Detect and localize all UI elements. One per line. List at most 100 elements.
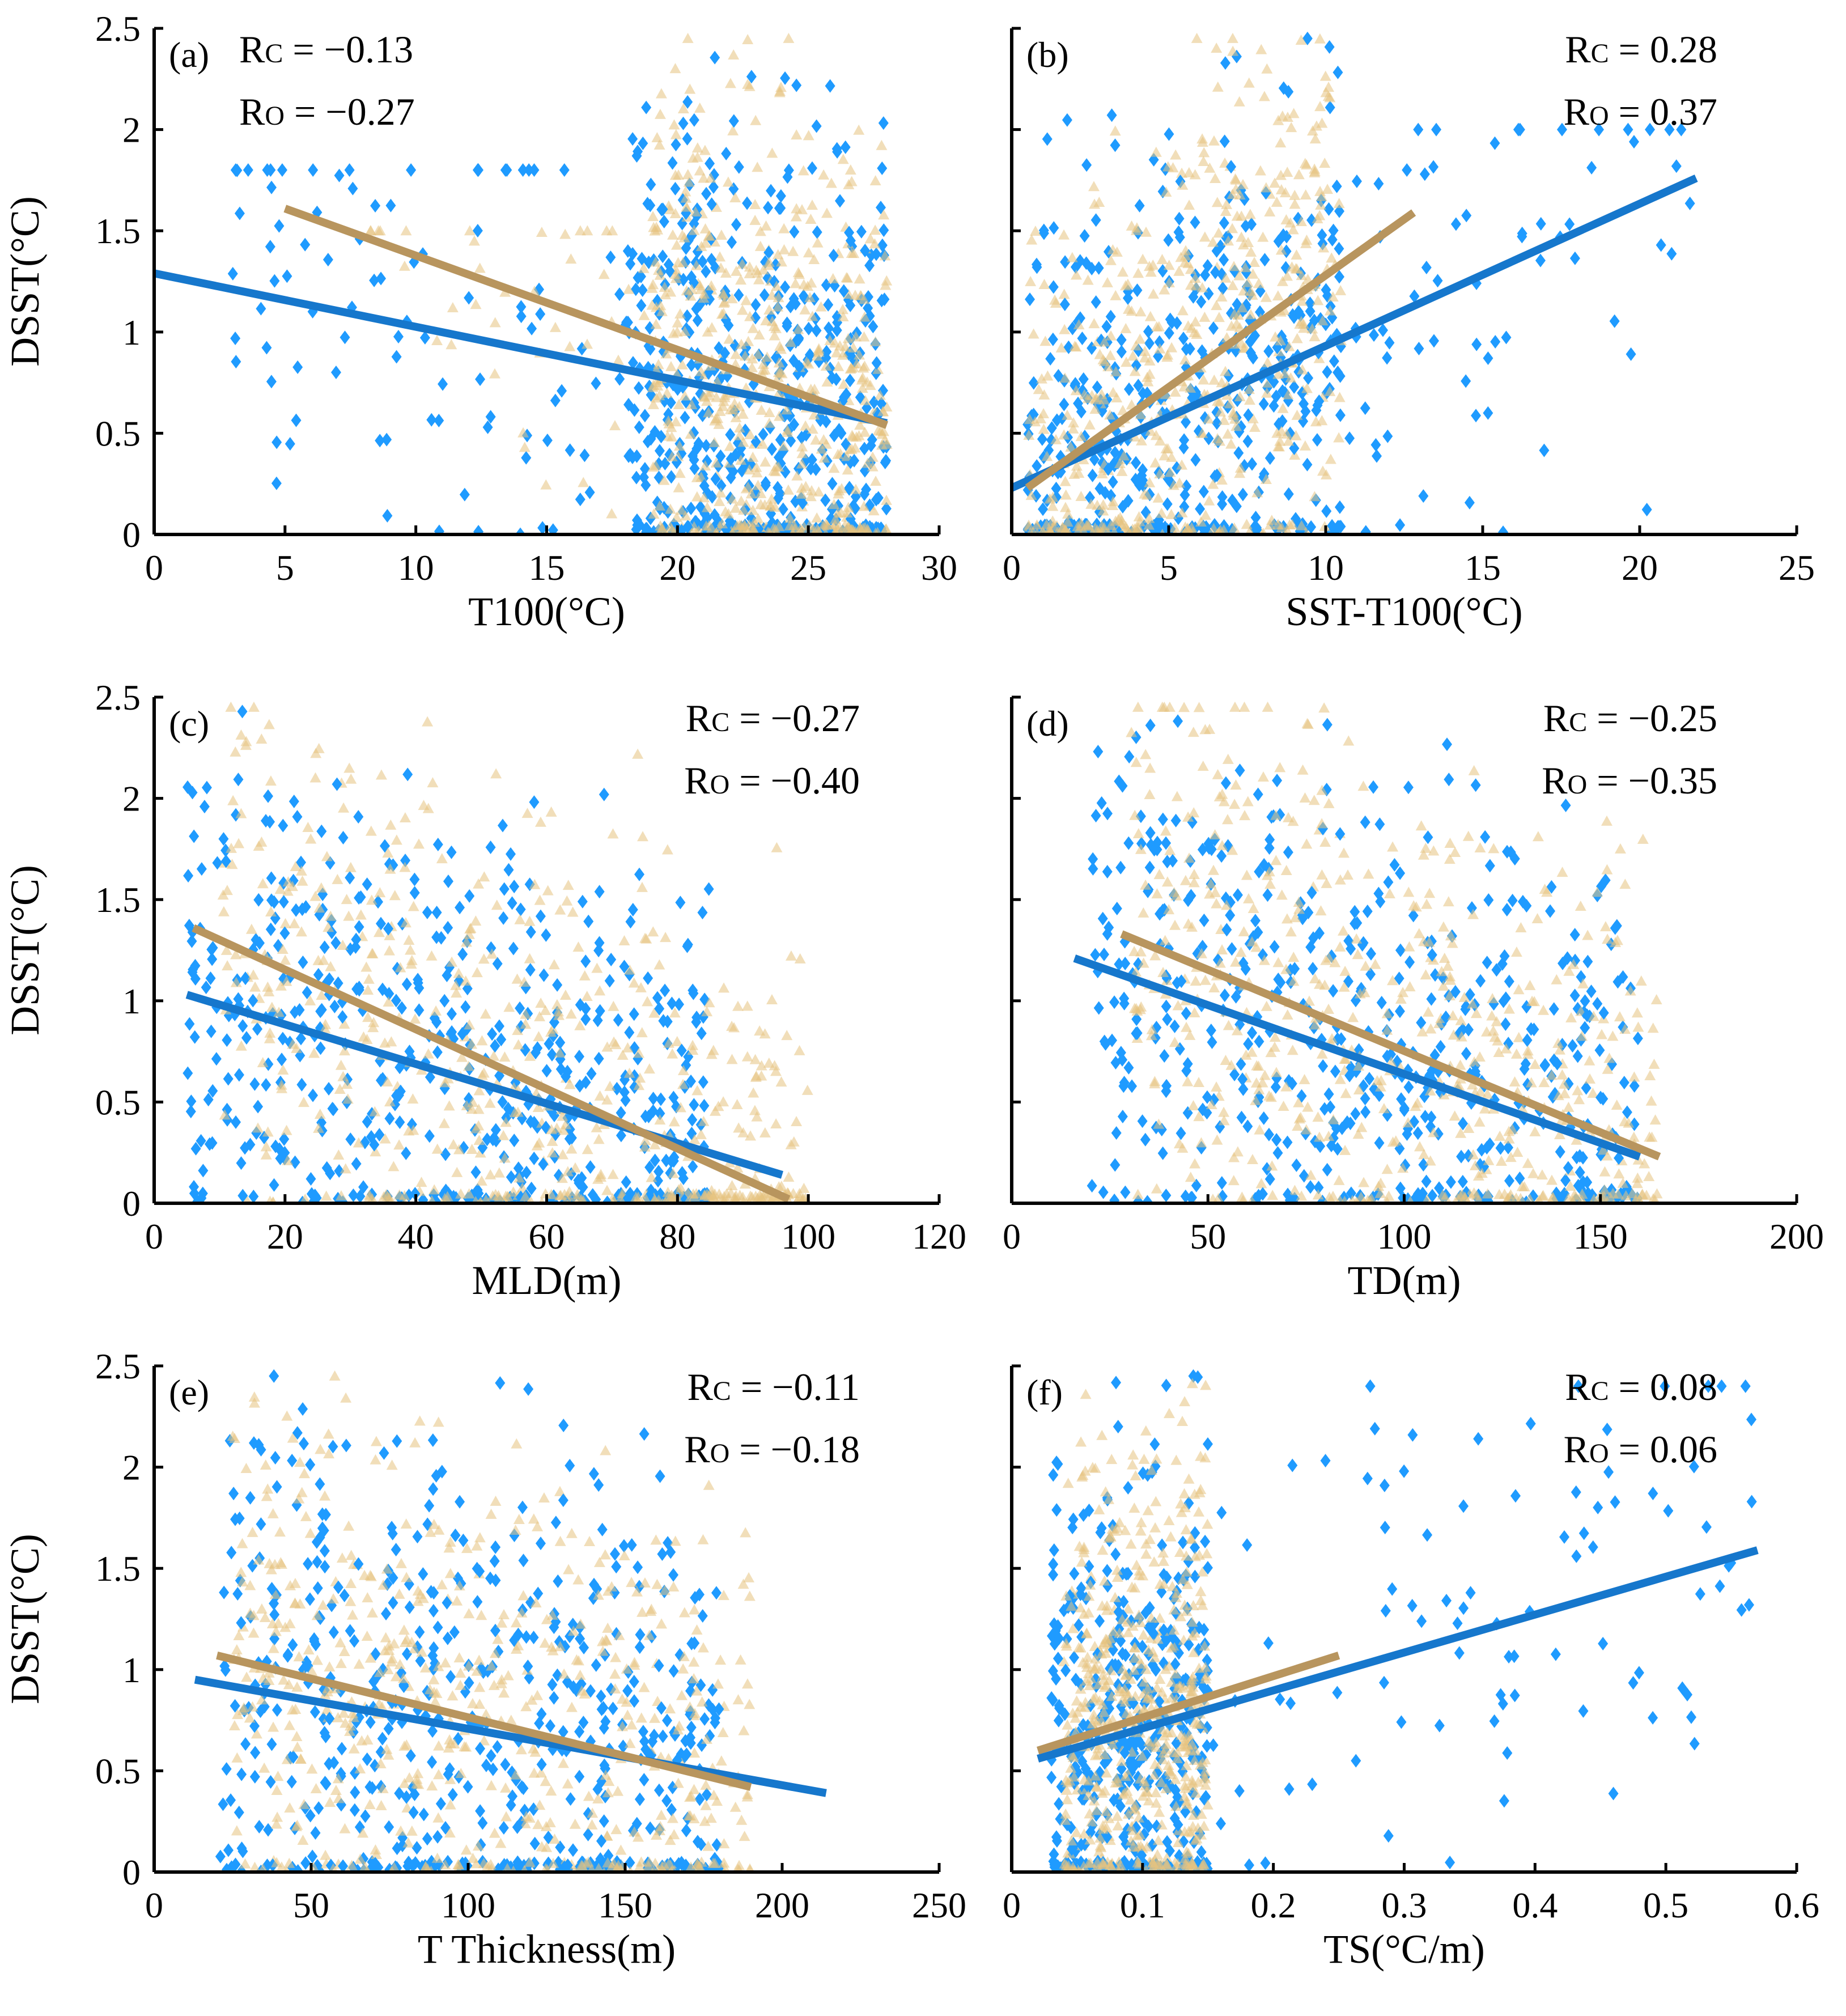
observed-point — [1309, 163, 1321, 174]
observed-point — [1225, 320, 1237, 331]
x-tick-label: 60 — [529, 1216, 565, 1257]
observed-point — [1559, 1088, 1571, 1098]
computed-point — [1157, 812, 1168, 826]
computed-point — [1503, 1140, 1513, 1155]
computed-point — [1252, 1190, 1263, 1203]
observed-point — [385, 819, 397, 830]
observed-point — [655, 88, 667, 99]
observed-point — [1258, 954, 1270, 965]
observed-point — [257, 1057, 269, 1068]
observed-point — [1509, 1076, 1521, 1086]
observed-point — [1272, 957, 1284, 967]
observed-point — [740, 295, 752, 305]
computed-point — [760, 478, 771, 493]
observed-point — [1059, 476, 1071, 486]
observed-point — [1158, 284, 1170, 295]
observed-point — [1150, 146, 1162, 157]
observed-point — [1187, 1100, 1199, 1111]
computed-point — [529, 795, 540, 809]
observed-point — [1421, 1194, 1432, 1203]
observed-point — [679, 390, 691, 401]
computed-point — [1179, 433, 1190, 447]
computed-point — [1078, 372, 1089, 386]
observed-point — [1188, 526, 1198, 534]
computed-point — [1151, 527, 1161, 534]
observed-point — [655, 300, 667, 311]
observed-point — [1403, 941, 1415, 952]
observed-point — [408, 901, 419, 911]
observed-point — [1269, 177, 1281, 188]
observed-point — [493, 1192, 505, 1203]
observed-point — [1211, 1134, 1223, 1145]
observed-point — [1386, 975, 1398, 986]
observed-point — [794, 953, 806, 964]
observed-point — [677, 1064, 689, 1075]
observed-point — [1163, 260, 1175, 270]
observed-point — [1599, 1166, 1611, 1177]
observed-point — [856, 374, 868, 385]
computed-point — [288, 795, 299, 809]
computed-point — [406, 163, 417, 177]
computed-point — [1560, 1173, 1571, 1187]
computed-point — [619, 960, 630, 974]
computed-point — [1085, 490, 1096, 504]
observed-point — [1110, 366, 1122, 377]
computed-point — [573, 1173, 584, 1187]
observed-point — [667, 229, 679, 240]
observed-point — [1188, 807, 1200, 818]
computed-point — [1522, 1033, 1533, 1047]
computed-point — [282, 269, 292, 283]
observed-point — [1156, 254, 1168, 265]
computed-point — [330, 365, 341, 379]
observed-point — [1240, 1049, 1252, 1060]
computed-point — [279, 1132, 290, 1146]
observed-point — [1573, 1094, 1585, 1105]
observed-point — [263, 719, 275, 729]
observed-point — [342, 1093, 354, 1104]
observed-point — [1218, 414, 1230, 425]
observed-point — [1413, 928, 1425, 939]
observed-point — [869, 224, 881, 235]
observed-point — [1546, 1174, 1558, 1185]
computed-point — [1461, 374, 1471, 388]
observed-point — [751, 1111, 763, 1122]
computed-point — [665, 1545, 676, 1559]
computed-point — [1563, 1161, 1573, 1175]
computed-point — [639, 462, 650, 476]
observed-point — [730, 411, 742, 422]
observed-point — [1141, 489, 1153, 500]
observed-point — [1339, 965, 1351, 976]
observed-point — [748, 1087, 759, 1098]
observed-point — [333, 1149, 345, 1160]
observed-point — [373, 927, 385, 937]
observed-point — [680, 510, 691, 521]
observed-point — [742, 336, 754, 346]
observed-point — [345, 773, 357, 784]
stat-symbol: R — [1542, 759, 1568, 802]
observed-point — [858, 362, 869, 373]
observed-point — [601, 1185, 613, 1195]
computed-point — [401, 977, 412, 991]
observed-point — [1525, 1077, 1537, 1088]
computed-point — [624, 1025, 635, 1039]
computed-point — [1629, 1079, 1640, 1093]
observed-point — [1639, 1158, 1650, 1169]
observed-point — [572, 941, 584, 952]
computed-point — [1350, 916, 1360, 931]
computed-point — [1382, 351, 1393, 365]
computed-point — [535, 909, 546, 923]
observed-point — [1066, 252, 1078, 262]
observed-point — [1289, 1185, 1301, 1195]
observed-point — [290, 861, 302, 872]
observed-point — [647, 926, 659, 937]
observed-point — [688, 224, 700, 235]
computed-point — [1535, 253, 1546, 268]
computed-point — [642, 435, 653, 449]
observed-point — [1047, 515, 1059, 526]
observed-point — [1607, 1030, 1619, 1041]
computed-point — [237, 1189, 248, 1203]
observed-point — [1118, 450, 1130, 461]
observed-point — [409, 1013, 421, 1024]
observed-point — [230, 977, 242, 987]
computed-point — [1463, 1022, 1474, 1037]
